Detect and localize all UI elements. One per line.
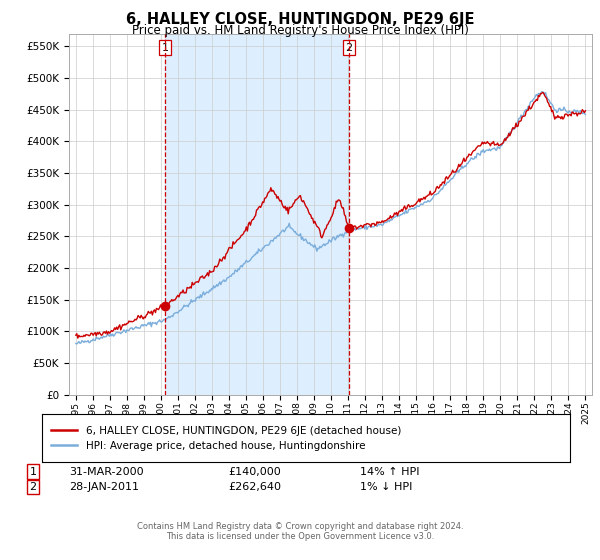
Bar [165, 34, 349, 395]
Text: 6, HALLEY CLOSE, HUNTINGDON, PE29 6JE: 6, HALLEY CLOSE, HUNTINGDON, PE29 6JE [126, 12, 474, 27]
Text: Price paid vs. HM Land Registry's House Price Index (HPI): Price paid vs. HM Land Registry's House … [131, 24, 469, 37]
Text: 31-MAR-2000: 31-MAR-2000 [69, 466, 143, 477]
Text: £140,000: £140,000 [228, 466, 281, 477]
Text: Contains HM Land Registry data © Crown copyright and database right 2024.
This d: Contains HM Land Registry data © Crown c… [137, 522, 463, 542]
Text: 2: 2 [346, 43, 353, 53]
Text: 28-JAN-2011: 28-JAN-2011 [69, 482, 139, 492]
Text: 14% ↑ HPI: 14% ↑ HPI [360, 466, 419, 477]
Text: 1: 1 [29, 466, 37, 477]
Text: 2: 2 [29, 482, 37, 492]
Text: 1% ↓ HPI: 1% ↓ HPI [360, 482, 412, 492]
Legend: 6, HALLEY CLOSE, HUNTINGDON, PE29 6JE (detached house), HPI: Average price, deta: 6, HALLEY CLOSE, HUNTINGDON, PE29 6JE (d… [47, 422, 406, 455]
Text: £262,640: £262,640 [228, 482, 281, 492]
Text: 1: 1 [161, 43, 169, 53]
